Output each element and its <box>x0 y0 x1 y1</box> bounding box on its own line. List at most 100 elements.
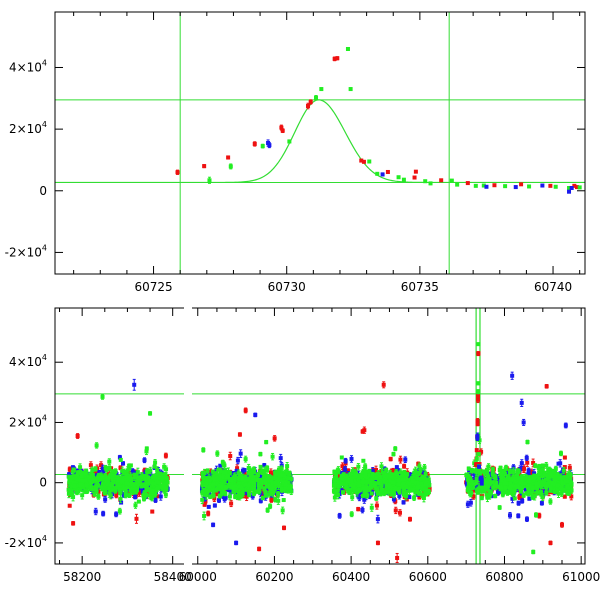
data-marker <box>161 476 165 480</box>
data-marker <box>261 144 265 148</box>
data-marker <box>413 176 417 180</box>
data-point-red <box>439 178 443 182</box>
data-point-red <box>68 504 72 508</box>
data-marker <box>144 488 148 492</box>
data-marker <box>229 502 233 506</box>
data-marker <box>554 185 558 189</box>
data-marker <box>138 479 142 483</box>
data-marker <box>381 172 385 176</box>
data-marker <box>164 481 168 485</box>
data-point-green <box>145 446 149 450</box>
data-point-red <box>253 142 257 146</box>
data-point-red <box>492 183 496 187</box>
data-marker <box>281 129 285 133</box>
data-marker <box>102 486 106 490</box>
data-point-green <box>143 477 147 481</box>
data-marker <box>386 170 390 174</box>
data-point-green <box>97 475 101 480</box>
data-marker <box>85 483 89 487</box>
data-point-green <box>129 463 133 467</box>
data-point-red <box>229 500 233 506</box>
data-marker <box>414 170 418 174</box>
data-marker <box>69 488 73 492</box>
data-marker <box>90 468 94 472</box>
data-point-green <box>118 508 122 514</box>
data-marker <box>527 184 531 188</box>
data-marker <box>145 469 149 473</box>
data-marker <box>72 484 76 488</box>
x-tick-label: 60730 <box>268 280 306 294</box>
x-tick-label: 60735 <box>401 280 439 294</box>
data-point-green <box>450 179 454 183</box>
top-plot-area <box>55 12 585 274</box>
data-marker <box>148 481 152 485</box>
data-point-blue <box>570 186 574 190</box>
data-marker <box>134 503 138 507</box>
data-marker <box>164 487 168 491</box>
data-marker <box>159 495 163 499</box>
data-point-red <box>362 160 366 164</box>
data-marker <box>127 493 131 497</box>
data-point-red <box>309 100 313 104</box>
data-marker <box>226 155 230 159</box>
data-point-blue <box>159 493 163 500</box>
data-marker <box>96 495 100 499</box>
data-point-green <box>261 144 265 148</box>
data-marker <box>125 482 129 486</box>
data-point-red <box>273 436 277 441</box>
data-point-green <box>144 488 148 492</box>
data-marker <box>129 463 133 467</box>
data-point-green <box>101 476 105 480</box>
data-marker <box>88 479 92 483</box>
data-marker <box>84 488 88 492</box>
data-point-green <box>74 477 78 481</box>
data-point-green <box>229 164 233 169</box>
data-point-green <box>124 493 128 498</box>
data-point-red <box>269 497 273 502</box>
data-marker <box>484 185 488 189</box>
data-marker <box>107 460 111 464</box>
data-marker <box>145 446 149 450</box>
data-marker <box>335 56 339 60</box>
data-point-green <box>349 87 353 91</box>
data-marker <box>206 511 210 515</box>
data-point-green <box>152 474 156 478</box>
data-marker <box>72 468 76 472</box>
data-marker <box>287 139 291 143</box>
data-marker <box>375 172 379 176</box>
data-point-green <box>105 480 109 484</box>
data-marker <box>455 183 459 187</box>
data-marker <box>514 185 518 189</box>
data-point-green <box>554 185 558 189</box>
data-point-green <box>96 494 100 499</box>
data-point-green <box>161 476 165 480</box>
data-marker <box>80 493 84 497</box>
data-point-green <box>85 482 89 488</box>
data-marker <box>152 474 156 478</box>
data-marker <box>71 495 75 499</box>
data-marker <box>519 182 523 186</box>
data-marker <box>267 143 271 147</box>
data-marker <box>492 183 496 187</box>
data-marker <box>570 186 574 190</box>
data-point-green <box>119 490 123 494</box>
data-marker <box>94 510 98 514</box>
data-marker <box>103 497 107 501</box>
data-marker <box>176 170 180 174</box>
data-point-green <box>137 500 141 504</box>
model-curve <box>55 100 585 183</box>
data-marker <box>118 509 122 513</box>
data-marker <box>133 495 137 499</box>
data-point-green <box>110 477 114 481</box>
data-marker <box>143 477 147 481</box>
data-point-red <box>414 170 418 174</box>
data-marker <box>540 184 544 188</box>
data-point-red <box>206 511 210 516</box>
data-point-blue <box>121 461 125 465</box>
data-point-green <box>76 470 80 474</box>
data-marker <box>120 469 124 473</box>
data-marker <box>150 510 154 514</box>
